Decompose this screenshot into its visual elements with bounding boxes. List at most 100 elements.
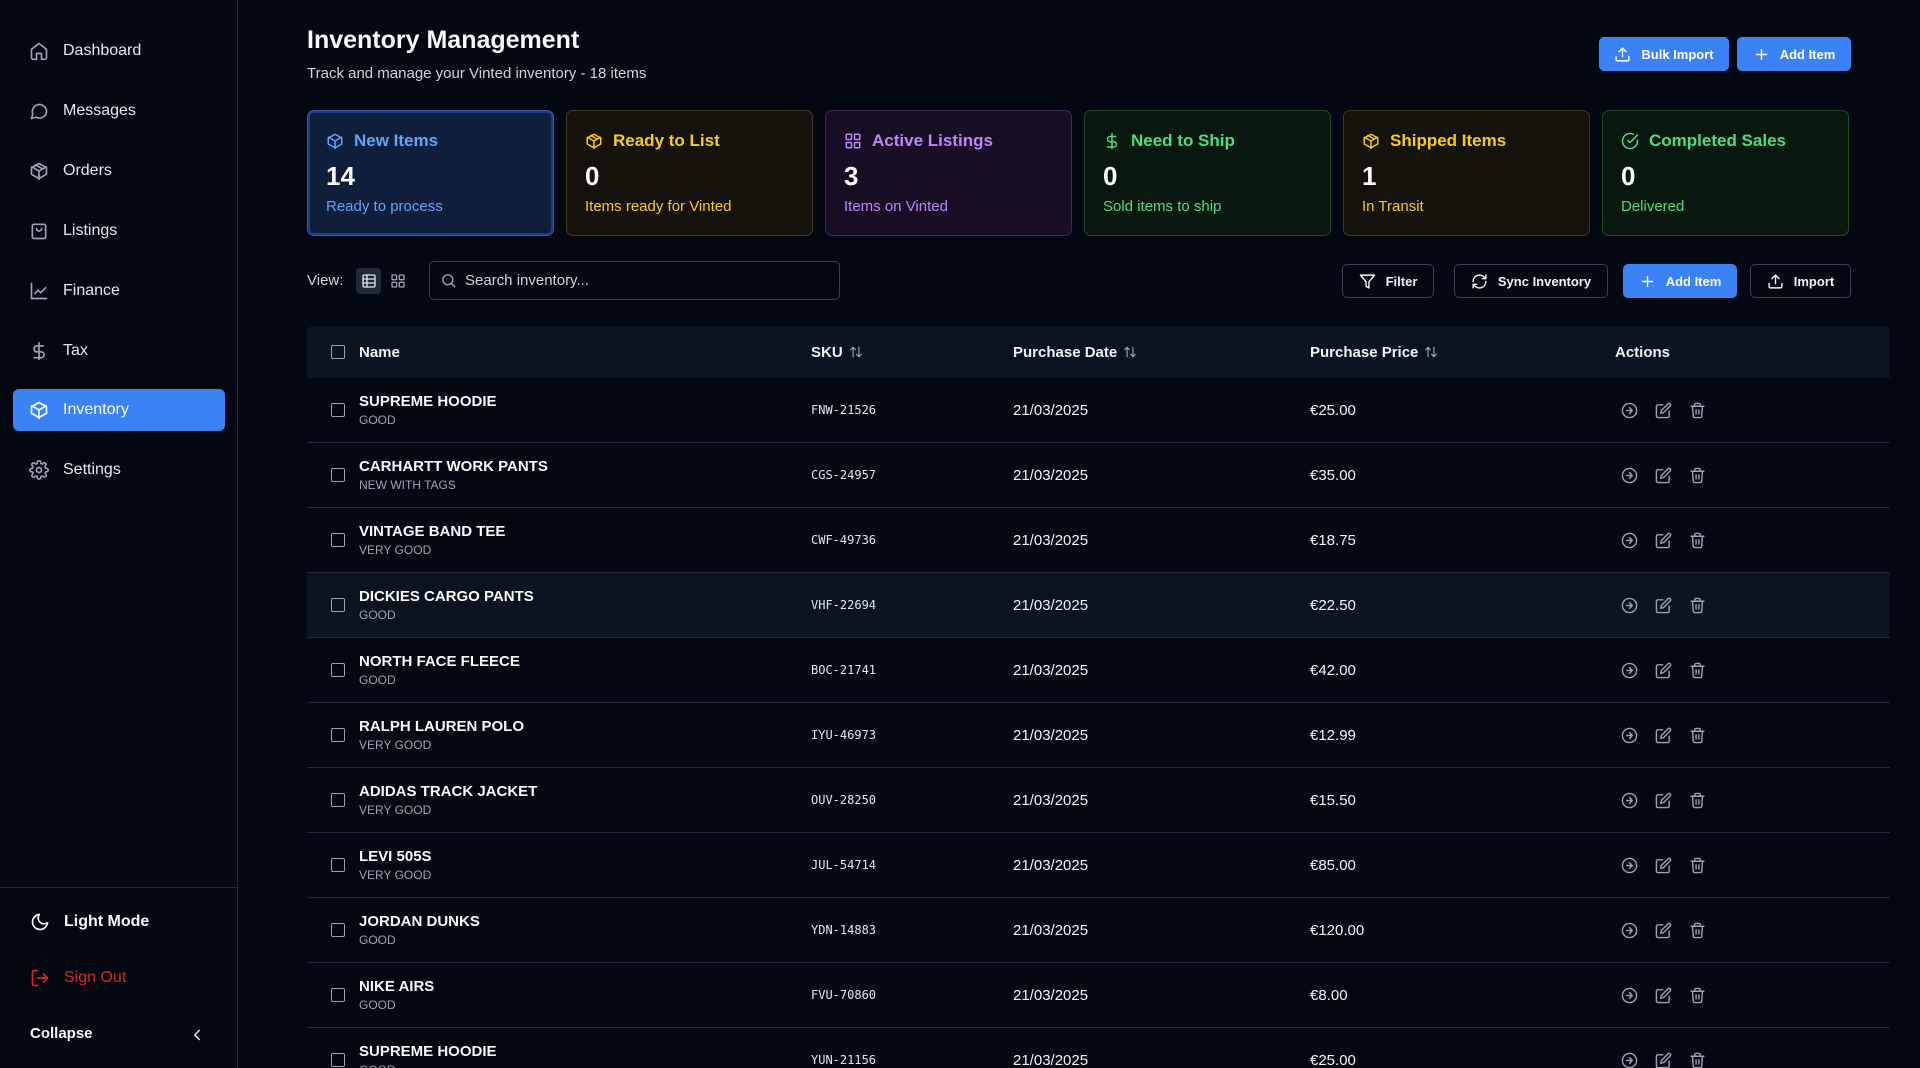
trash-icon[interactable] xyxy=(1689,597,1706,614)
edit-icon[interactable] xyxy=(1655,1052,1672,1068)
row-checkbox[interactable] xyxy=(331,468,345,482)
chevron-left-icon[interactable] xyxy=(188,1026,206,1044)
sidebar-item-finance[interactable]: Finance xyxy=(13,270,225,312)
table-row[interactable]: ADIDAS TRACK JACKET VERY GOOD OUV-28250 … xyxy=(307,768,1890,833)
column-sku-label: SKU xyxy=(811,343,843,361)
sidebar-item-messages[interactable]: Messages xyxy=(13,90,225,132)
dollar-icon xyxy=(1103,132,1121,150)
view-details-icon[interactable] xyxy=(1621,662,1638,679)
item-name: CARHARTT WORK PANTS xyxy=(359,458,548,475)
view-details-icon[interactable] xyxy=(1621,792,1638,809)
row-checkbox[interactable] xyxy=(331,858,345,872)
column-sku[interactable]: SKU xyxy=(811,326,863,378)
sidebar-item-settings[interactable]: Settings xyxy=(13,449,225,491)
purchase-date-cell: 21/03/2025 xyxy=(1013,856,1089,874)
edit-icon[interactable] xyxy=(1655,597,1672,614)
view-details-icon[interactable] xyxy=(1621,857,1638,874)
table-view-button[interactable] xyxy=(356,268,381,294)
sidebar-item-label: Dashboard xyxy=(63,42,142,59)
sign-out-button[interactable]: Sign Out xyxy=(30,968,126,988)
table-row[interactable]: NIKE AIRS GOOD FVU-70860 21/03/2025 €8.0… xyxy=(307,963,1890,1028)
table-row[interactable]: RALPH LAUREN POLO VERY GOOD IYU-46973 21… xyxy=(307,703,1890,768)
table-row[interactable]: SUPREME HOODIE GOOD FNW-21526 21/03/2025… xyxy=(307,378,1890,443)
view-label: View: xyxy=(307,272,344,289)
table-row[interactable]: JORDAN DUNKS GOOD YDN-14883 21/03/2025 €… xyxy=(307,898,1890,963)
view-details-icon[interactable] xyxy=(1621,597,1638,614)
table-row[interactable]: SUPREME HOODIE GOOD YUN-21156 21/03/2025… xyxy=(307,1028,1890,1068)
edit-icon[interactable] xyxy=(1655,857,1672,874)
bulk-import-button[interactable]: Bulk Import xyxy=(1599,37,1729,71)
row-checkbox[interactable] xyxy=(331,533,345,547)
row-checkbox[interactable] xyxy=(331,988,345,1002)
sidebar-item-tax[interactable]: Tax xyxy=(13,330,225,372)
card-ready-to-list[interactable]: Ready to List 0 Items ready for Vinted xyxy=(566,110,813,236)
card-active-listings[interactable]: Active Listings 3 Items on Vinted xyxy=(825,110,1072,236)
column-purchase-date[interactable]: Purchase Date xyxy=(1013,326,1137,378)
column-name[interactable]: Name xyxy=(359,326,400,378)
table-row[interactable]: DICKIES CARGO PANTS GOOD VHF-22694 21/03… xyxy=(307,573,1890,638)
sidebar-item-dashboard[interactable]: Dashboard xyxy=(13,30,225,72)
sort-icon xyxy=(849,345,863,359)
view-details-icon[interactable] xyxy=(1621,922,1638,939)
trash-icon[interactable] xyxy=(1689,467,1706,484)
edit-icon[interactable] xyxy=(1655,792,1672,809)
row-checkbox[interactable] xyxy=(331,793,345,807)
name-cell: LEVI 505S VERY GOOD xyxy=(359,833,432,897)
shopping-bag-icon xyxy=(29,221,49,241)
row-checkbox[interactable] xyxy=(331,403,345,417)
row-checkbox[interactable] xyxy=(331,598,345,612)
sidebar-item-label: Settings xyxy=(63,461,121,478)
edit-icon[interactable] xyxy=(1655,467,1672,484)
sidebar-item-orders[interactable]: Orders xyxy=(13,150,225,192)
view-details-icon[interactable] xyxy=(1621,467,1638,484)
select-all-checkbox[interactable] xyxy=(331,345,345,359)
edit-icon[interactable] xyxy=(1655,987,1672,1004)
column-purchase-price[interactable]: Purchase Price xyxy=(1310,326,1438,378)
edit-icon[interactable] xyxy=(1655,402,1672,419)
edit-icon[interactable] xyxy=(1655,922,1672,939)
view-details-icon[interactable] xyxy=(1621,532,1638,549)
view-details-icon[interactable] xyxy=(1621,1052,1638,1068)
trash-icon[interactable] xyxy=(1689,922,1706,939)
row-checkbox[interactable] xyxy=(331,728,345,742)
row-checkbox[interactable] xyxy=(331,663,345,677)
toolbar-add-item-button[interactable]: Add Item xyxy=(1623,264,1737,298)
trash-icon[interactable] xyxy=(1689,402,1706,419)
sidebar-item-inventory[interactable]: Inventory xyxy=(13,389,225,431)
filter-button[interactable]: Filter xyxy=(1342,264,1434,298)
trash-icon[interactable] xyxy=(1689,727,1706,744)
package-icon xyxy=(585,132,603,150)
edit-icon[interactable] xyxy=(1655,532,1672,549)
row-checkbox[interactable] xyxy=(331,1053,345,1067)
view-details-icon[interactable] xyxy=(1621,987,1638,1004)
card-shipped-items[interactable]: Shipped Items 1 In Transit xyxy=(1343,110,1590,236)
collapse-button[interactable]: Collapse xyxy=(30,1025,93,1042)
table-row[interactable]: VINTAGE BAND TEE VERY GOOD CWF-49736 21/… xyxy=(307,508,1890,573)
table-row[interactable]: NORTH FACE FLEECE GOOD BOC-21741 21/03/2… xyxy=(307,638,1890,703)
trash-icon[interactable] xyxy=(1689,532,1706,549)
table-row[interactable]: LEVI 505S VERY GOOD JUL-54714 21/03/2025… xyxy=(307,833,1890,898)
search-input[interactable] xyxy=(465,272,825,289)
trash-icon[interactable] xyxy=(1689,857,1706,874)
import-button[interactable]: Import xyxy=(1750,264,1851,298)
trash-icon[interactable] xyxy=(1689,987,1706,1004)
card-need-to-ship[interactable]: Need to Ship 0 Sold items to ship xyxy=(1084,110,1331,236)
card-completed-sales[interactable]: Completed Sales 0 Delivered xyxy=(1602,110,1849,236)
edit-icon[interactable] xyxy=(1655,662,1672,679)
trash-icon[interactable] xyxy=(1689,792,1706,809)
trash-icon[interactable] xyxy=(1689,1052,1706,1068)
light-mode-toggle[interactable]: Light Mode xyxy=(30,912,149,932)
table-row[interactable]: CARHARTT WORK PANTS NEW WITH TAGS CGS-24… xyxy=(307,443,1890,508)
add-item-button[interactable]: Add Item xyxy=(1737,37,1851,71)
view-details-icon[interactable] xyxy=(1621,727,1638,744)
trash-icon[interactable] xyxy=(1689,662,1706,679)
grid-view-button[interactable] xyxy=(385,268,410,294)
card-new-items[interactable]: New Items 14 Ready to process xyxy=(307,110,554,236)
sync-inventory-button[interactable]: Sync Inventory xyxy=(1454,264,1608,298)
card-title: New Items xyxy=(326,131,535,151)
sidebar-item-listings[interactable]: Listings xyxy=(13,210,225,252)
row-checkbox[interactable] xyxy=(331,923,345,937)
edit-icon[interactable] xyxy=(1655,727,1672,744)
filter-label: Filter xyxy=(1385,273,1418,289)
view-details-icon[interactable] xyxy=(1621,402,1638,419)
